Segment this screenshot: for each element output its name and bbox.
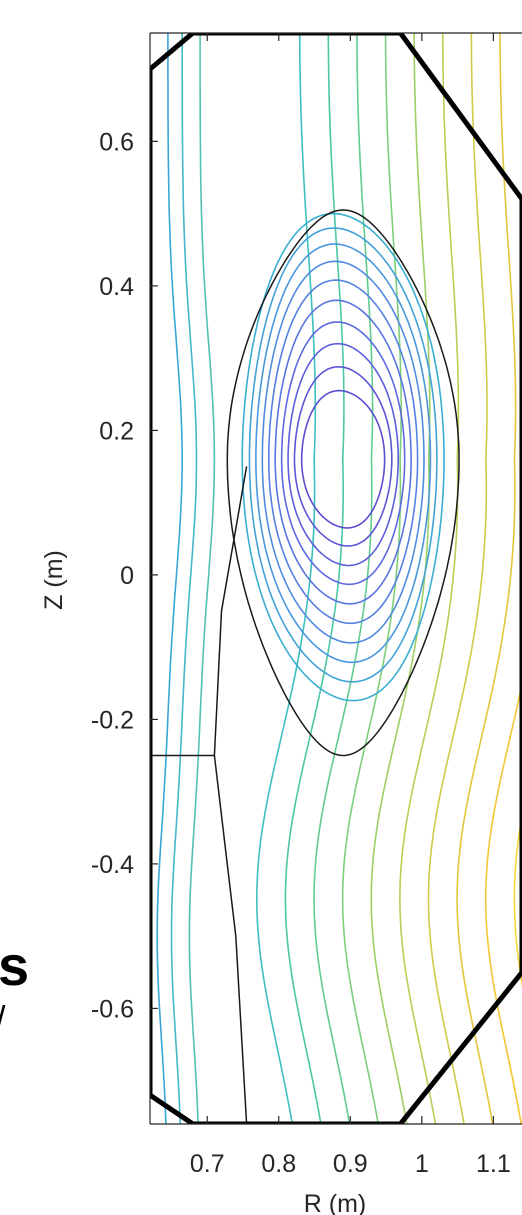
outer-contour-line	[513, 811, 522, 988]
y-tick-label: -0.2	[91, 706, 134, 734]
outer-contour-line	[456, 33, 517, 1124]
x-tick-label: 0.7	[190, 1150, 225, 1178]
edge-contour-line	[156, 33, 184, 1124]
x-axis-ticks: 0.7 0.8 0.9 1 1.1	[190, 33, 511, 1178]
separatrix-leg	[213, 755, 248, 1124]
flux-surface	[300, 389, 386, 529]
flux-surface	[255, 243, 432, 664]
outer-contour-line	[284, 33, 345, 1124]
flux-surface	[293, 365, 393, 547]
flux-surface	[280, 321, 406, 586]
y-tick-label: 0	[120, 562, 134, 590]
y-tick-label: 0.6	[99, 128, 134, 156]
y-axis-ticks: 0.6 0.4 0.2 0 -0.2 -0.4 -0.6	[91, 128, 158, 1023]
x-tick-label: 1	[415, 1150, 429, 1178]
contour-lines	[150, 33, 522, 1124]
x-tick-label: 0.9	[333, 1150, 368, 1178]
x-tick-label: 0.8	[261, 1150, 296, 1178]
flux-surface	[261, 260, 425, 644]
limiter-wall	[150, 33, 522, 1124]
x-axis-label: R (m)	[304, 1190, 366, 1215]
cut-off-text-glyph: s	[0, 934, 29, 997]
limiter-outline	[150, 33, 522, 1124]
flux-surface	[248, 227, 438, 683]
y-tick-label: 0.2	[99, 417, 134, 445]
outer-contour-line	[399, 33, 460, 1124]
outer-contour-line	[484, 680, 522, 1124]
axes-frame	[149, 32, 522, 1125]
y-tick-label: 0.4	[99, 273, 134, 301]
edge-contour-line	[170, 33, 198, 1124]
outer-contour-line	[256, 33, 317, 1124]
separatrix-core	[226, 209, 460, 757]
outer-contour-line	[341, 33, 402, 1124]
flux-surface	[268, 279, 419, 625]
y-tick-label: -0.6	[91, 995, 134, 1023]
y-axis-label: Z (m)	[40, 550, 68, 610]
y-tick-label: -0.4	[91, 851, 134, 879]
outer-contour-line	[427, 33, 488, 1124]
x-tick-label: 1.1	[476, 1150, 511, 1178]
flux-surface	[241, 212, 445, 702]
flux-surface	[287, 342, 399, 567]
cut-off-text-mark: /	[0, 1000, 6, 1038]
separatrix-leg	[213, 466, 248, 756]
edge-contour-line	[188, 33, 216, 1124]
flux-surface	[274, 299, 412, 605]
